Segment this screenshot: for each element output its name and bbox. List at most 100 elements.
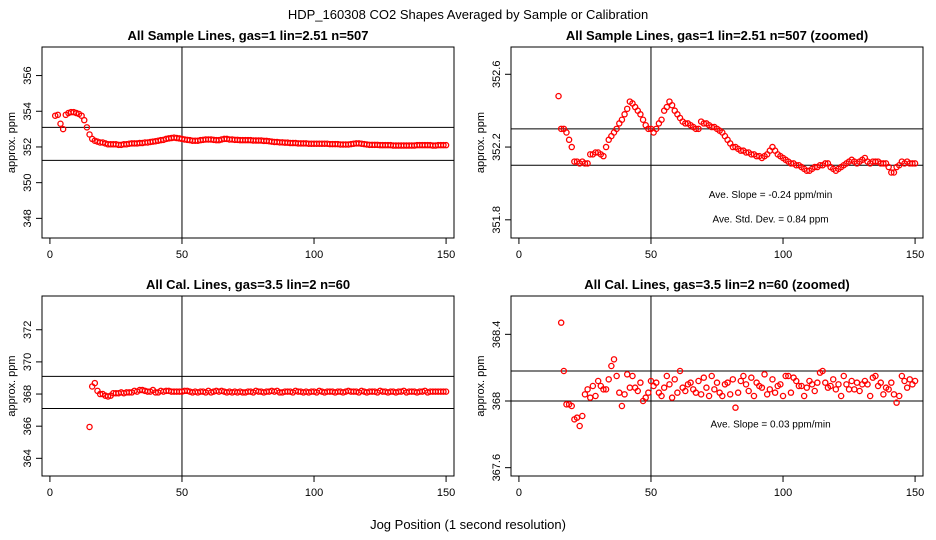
data-point [695,377,702,385]
data-point [59,125,67,133]
data-point [589,382,597,390]
plot-frame [510,295,924,477]
y-tick-label: 366 [22,417,34,435]
y-axis-label: approx. ppm [6,355,18,416]
data-point [835,381,842,388]
data-point [653,379,660,386]
y-tick-label: 364 [22,449,34,467]
data-point [642,394,649,401]
data-point [729,376,737,383]
y-tick-label: 356 [22,66,34,84]
panel-title: All Cal. Lines, gas=3.5 lin=2 n=60 (zoom… [584,277,850,292]
data-point [829,376,837,383]
data-point [621,111,628,118]
plot-frame [510,46,924,239]
data-point [560,367,568,375]
data-point [621,391,628,398]
data-point [618,116,626,124]
data-point [663,372,671,380]
data-point [568,402,575,410]
y-tick-label: 372 [22,321,34,339]
data-point [705,392,713,400]
data-point [629,372,636,380]
data-point [602,386,610,393]
data-point [602,143,610,151]
x-tick-label: 150 [437,249,455,261]
data-point [903,384,911,391]
figure-xlabel: Jog Position (1 second resolution) [370,517,566,532]
plot-frame [41,46,455,239]
y-tick-label: 368 [22,385,34,403]
data-point [440,141,447,149]
data-point [666,381,673,388]
data-point [872,372,879,380]
x-tick-label: 100 [774,249,792,261]
data-point [91,379,99,387]
data-point [695,125,702,133]
annotation-text: Ave. Std. Dev. = 0.84 ppm [713,215,829,226]
data-point [576,422,583,430]
data-point [827,382,834,390]
data-point [713,379,721,386]
data-point [742,381,750,388]
data-point [895,392,903,400]
chart-panels: All Sample Lines, gas=1 lin=2.51 n=507 0 5… [6,28,924,499]
data-point [761,371,768,378]
data-point [885,386,892,393]
data-point [581,391,589,398]
data-point [618,402,626,410]
data-point [645,125,652,133]
data-point [779,392,787,400]
data-point [787,389,795,396]
data-point [692,125,700,133]
y-axis-label: approx. ppm [6,112,18,173]
data-point [668,394,676,401]
data-point [653,125,660,133]
annotation-text: Ave. Slope = -0.24 ppm/min [709,190,833,201]
chart-panel-2: All Sample Lines, gas=1 lin=2.51 n=507 (… [475,28,924,261]
data-point [594,377,602,385]
data-point [697,391,705,398]
data-point [645,389,652,396]
x-tick-label: 50 [176,487,188,499]
x-tick-label: 0 [516,487,522,499]
data-point [711,386,718,393]
data-point [745,387,752,395]
data-point [676,367,684,375]
data-point [880,391,887,398]
data-point [803,384,811,391]
data-point [814,379,821,386]
data-point [888,169,895,176]
y-tick-label: 368.4 [491,321,503,349]
data-point [623,105,631,113]
data-point [782,372,789,380]
data-point [866,392,874,400]
data-point [795,382,803,390]
data-point [555,92,562,100]
data-point [822,160,829,167]
data-point [748,374,755,381]
data-point [442,141,450,149]
data-point [610,356,618,363]
data-point [719,392,726,400]
x-tick-label: 150 [437,487,455,499]
data-point [682,387,689,395]
data-point [737,377,745,385]
data-point [734,389,742,396]
data-point [557,125,565,133]
data-point [608,362,615,370]
data-point [557,319,565,326]
panel-title: All Cal. Lines, gas=3.5 lin=2 n=60 [146,277,350,292]
data-point [700,374,708,381]
data-point [837,392,845,400]
data-point [856,387,863,395]
x-tick-label: 100 [774,487,792,499]
data-point [637,111,644,118]
data-point [658,116,665,124]
data-point [771,389,779,396]
data-point [605,376,612,383]
y-axis-label: approx. ppm [475,355,487,416]
x-tick-label: 150 [906,487,924,499]
x-tick-label: 0 [47,249,53,261]
